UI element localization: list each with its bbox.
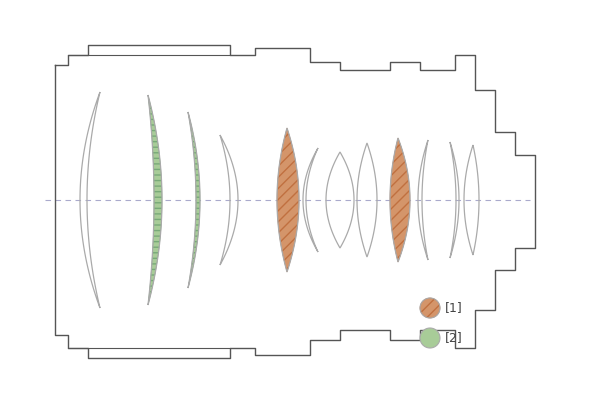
Polygon shape bbox=[188, 112, 200, 288]
Circle shape bbox=[420, 328, 440, 348]
Text: [1]: [1] bbox=[445, 302, 463, 314]
Polygon shape bbox=[390, 138, 410, 262]
Circle shape bbox=[420, 298, 440, 318]
Polygon shape bbox=[148, 95, 162, 305]
Polygon shape bbox=[277, 128, 299, 272]
Text: [2]: [2] bbox=[445, 332, 463, 344]
